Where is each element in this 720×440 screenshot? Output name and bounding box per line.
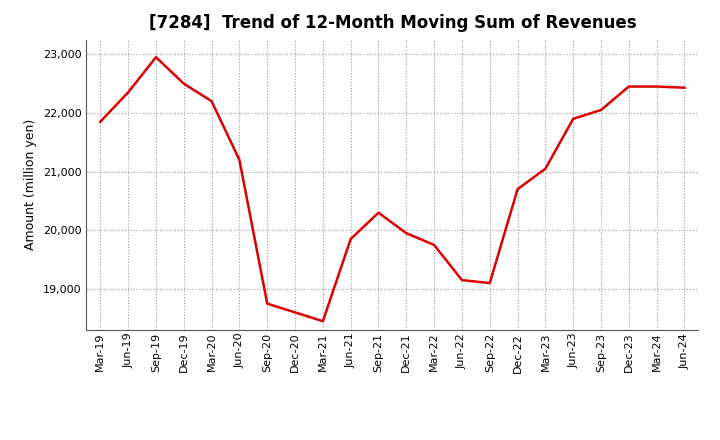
Title: [7284]  Trend of 12-Month Moving Sum of Revenues: [7284] Trend of 12-Month Moving Sum of R… bbox=[148, 15, 636, 33]
Y-axis label: Amount (million yen): Amount (million yen) bbox=[24, 119, 37, 250]
